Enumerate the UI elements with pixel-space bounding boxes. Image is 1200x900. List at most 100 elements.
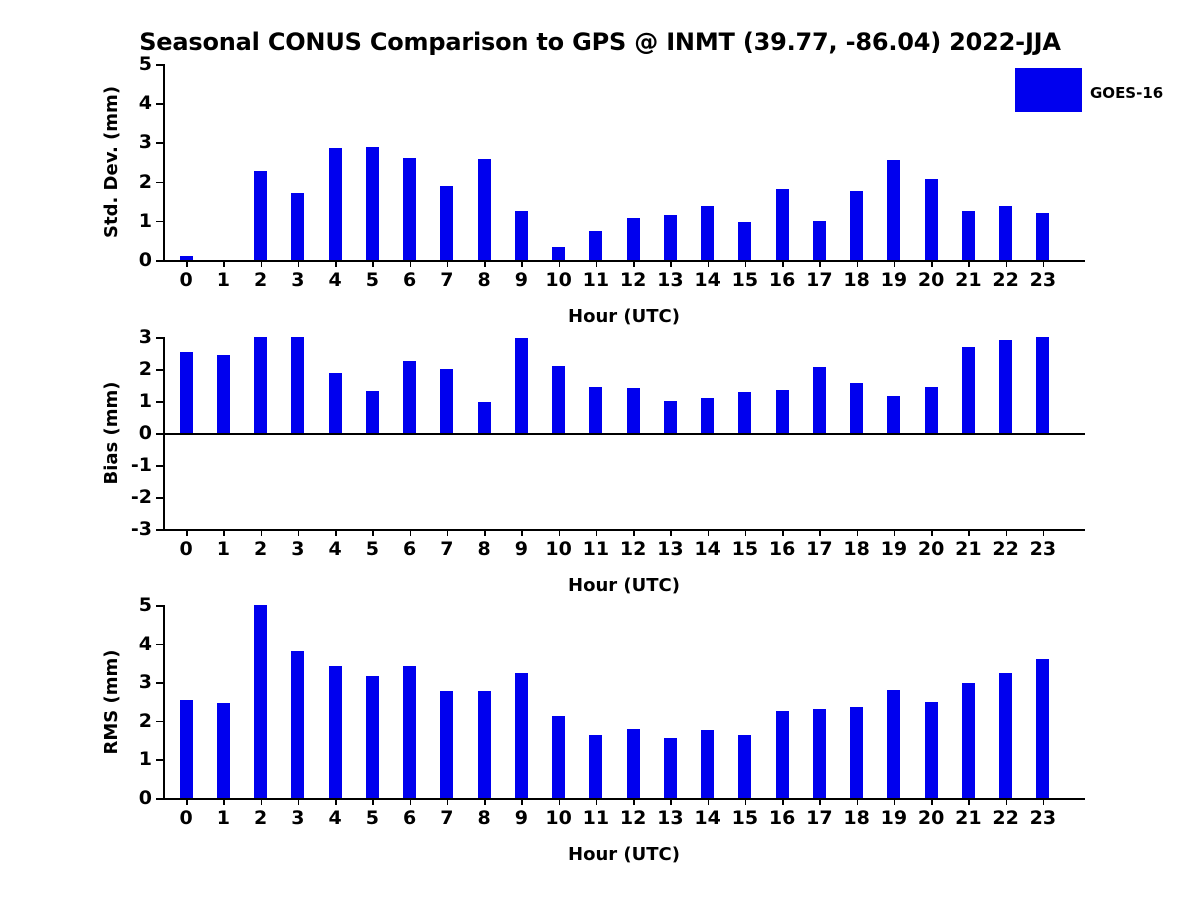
bar xyxy=(477,158,491,260)
y-tick-mark xyxy=(156,798,163,800)
bar xyxy=(850,190,864,260)
x-tick-mark xyxy=(856,798,859,805)
x-tick-mark xyxy=(484,529,486,536)
y-tick-label: -2 xyxy=(130,486,152,508)
x-tick-mark xyxy=(707,529,710,536)
x-tick-label: 13 xyxy=(657,269,684,291)
bar xyxy=(887,160,901,260)
x-tick-mark xyxy=(968,798,970,805)
bar xyxy=(552,247,566,260)
x-tick-label: 9 xyxy=(514,269,528,291)
x-tick-mark xyxy=(186,529,188,536)
x-tick-mark xyxy=(297,798,300,805)
x-tick-label: 23 xyxy=(1029,538,1057,560)
x-tick-label: 6 xyxy=(402,807,417,829)
y-tick-mark xyxy=(156,605,163,607)
x-tick-mark xyxy=(819,260,821,267)
x-tick-label: 1 xyxy=(216,538,230,560)
bar xyxy=(1036,337,1050,433)
y-tick-mark xyxy=(156,401,163,403)
bar xyxy=(440,368,454,433)
x-tick-mark xyxy=(372,529,374,536)
x-tick-label: 1 xyxy=(216,269,230,291)
bar xyxy=(179,699,193,798)
x-tick-label: 23 xyxy=(1029,269,1057,291)
x-tick-label: 2 xyxy=(253,269,268,291)
y-tick-label: 3 xyxy=(138,671,152,694)
x-tick-mark xyxy=(670,260,672,267)
bar xyxy=(291,337,305,433)
x-tick-label: 21 xyxy=(955,538,982,560)
x-tick-mark xyxy=(1005,529,1008,536)
bar xyxy=(775,710,789,798)
x-tick-mark xyxy=(260,798,263,805)
panel-std-dev: 0 1 2 3 4 5 0 1 2 3 4 5 6 7 8 9 10 11 12 13 14 15 16 17 18 19 20 21… xyxy=(101,53,1085,327)
x-tick-label: 22 xyxy=(992,807,1019,829)
x-tick-label: 7 xyxy=(440,807,454,829)
x-tick-mark xyxy=(819,529,821,536)
x-tick-label: 9 xyxy=(514,538,528,560)
x-axis-label: Hour (UTC) xyxy=(568,844,680,865)
bar xyxy=(216,354,230,433)
plot-area: -3 -2 -1 0 1 2 3 0 1 2 3 4 5 6 7 8 9 10 11 12 13 14 15 16 17 18 19… xyxy=(101,326,1085,596)
x-tick-mark xyxy=(633,529,635,536)
legend-label: GOES-16 xyxy=(1090,84,1164,102)
y-axis-spine xyxy=(163,64,165,260)
x-tick-label: 3 xyxy=(291,538,305,560)
x-tick-label: 16 xyxy=(768,807,796,829)
bar xyxy=(514,211,528,260)
x-tick-mark xyxy=(521,529,523,536)
bar xyxy=(812,220,826,260)
bar xyxy=(663,215,677,260)
x-tick-label: 11 xyxy=(582,269,610,291)
bar xyxy=(701,729,715,798)
x-tick-mark xyxy=(484,260,486,267)
x-tick-label: 16 xyxy=(768,538,796,560)
x-tick-label: 8 xyxy=(477,538,491,560)
bar xyxy=(477,691,491,798)
y-tick-mark xyxy=(156,64,163,66)
y-tick-label: 5 xyxy=(138,53,152,75)
x-tick-label: 10 xyxy=(545,269,572,291)
y-tick-label: 4 xyxy=(138,632,152,655)
x-tick-mark xyxy=(297,260,300,267)
bar xyxy=(589,734,603,798)
x-tick-mark xyxy=(595,260,598,267)
x-tick-label: 12 xyxy=(619,807,647,829)
bar xyxy=(999,205,1013,260)
x-tick-mark xyxy=(744,529,747,536)
bar xyxy=(552,365,566,433)
x-tick-mark xyxy=(1042,260,1045,267)
bar xyxy=(179,352,193,433)
x-tick-mark xyxy=(744,798,747,805)
x-tick-mark xyxy=(931,529,933,536)
x-tick-label: 8 xyxy=(477,269,491,291)
page-title: Seasonal CONUS Comparison to GPS @ INMT … xyxy=(139,28,1061,56)
x-tick-label: 17 xyxy=(806,807,833,829)
x-tick-label: 23 xyxy=(1029,807,1057,829)
x-tick-mark xyxy=(521,260,523,267)
x-tick-mark xyxy=(558,260,561,267)
x-tick-mark xyxy=(707,798,710,805)
y-axis-label: Std. Dev. (mm) xyxy=(101,85,122,238)
x-tick-mark xyxy=(595,529,598,536)
x-tick-label: 0 xyxy=(179,269,193,291)
x-tick-label: 4 xyxy=(328,807,342,829)
x-tick-label: 0 xyxy=(179,538,193,560)
x-tick-label: 7 xyxy=(440,269,454,291)
x-tick-label: 7 xyxy=(440,538,454,560)
y-tick-mark xyxy=(156,465,163,467)
bar xyxy=(775,390,789,433)
y-tick-mark xyxy=(156,529,163,531)
x-axis-spine xyxy=(163,529,1085,531)
x-tick-mark xyxy=(1042,529,1045,536)
x-axis-label: Hour (UTC) xyxy=(568,306,680,327)
y-tick-mark xyxy=(156,103,163,105)
bar xyxy=(961,211,975,260)
x-tick-mark xyxy=(893,260,896,267)
x-tick-mark xyxy=(595,798,598,805)
x-tick-label: 19 xyxy=(880,538,908,560)
x-tick-mark xyxy=(521,798,523,805)
x-tick-label: 5 xyxy=(365,269,379,291)
